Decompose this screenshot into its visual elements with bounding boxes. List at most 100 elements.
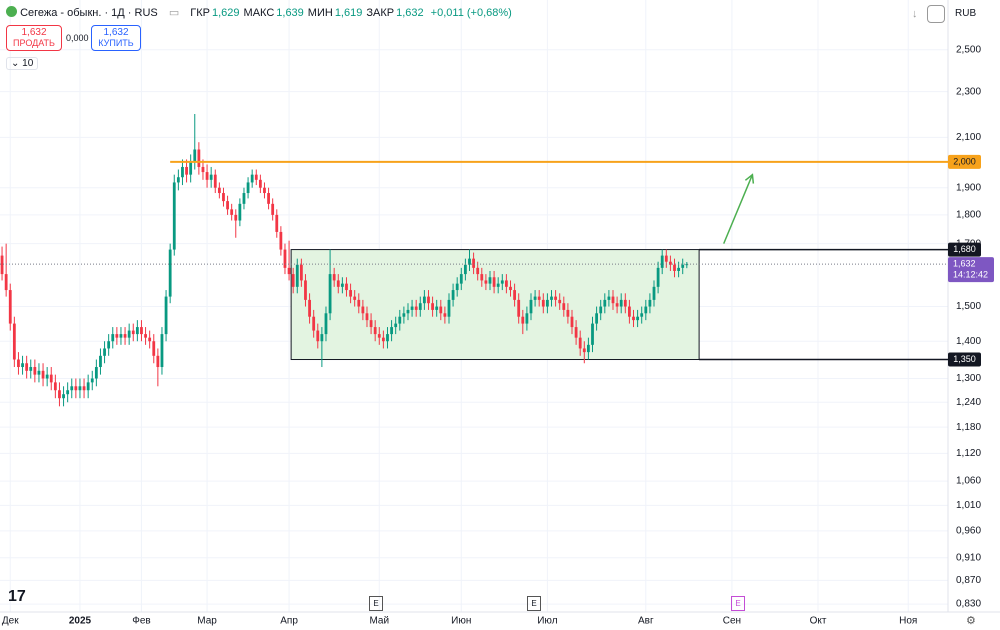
event-marker[interactable]: E [731,596,745,611]
candle-body [615,303,619,307]
candle-body [299,264,303,281]
candle-body [226,201,229,210]
y-tick-label: 2,300 [956,86,981,97]
candle-body [111,334,115,342]
x-tick-label: Сен [723,616,741,627]
candle-body [156,355,160,368]
candle-body [353,296,357,300]
candle-body [439,306,443,314]
candle-body [558,299,562,304]
buy-price: 1,632 [103,27,129,38]
candle-body [37,370,41,375]
settings-icon[interactable]: ⚙ [966,615,976,627]
candle-body [361,306,365,314]
candle-body [58,390,61,399]
candle-body [316,330,320,342]
candle-body [582,348,586,353]
candle-body [90,378,94,383]
y-tick-label: 2,500 [956,44,981,55]
candle-body [381,337,385,342]
candle-body [41,370,45,379]
currency[interactable]: RUB [955,8,977,19]
tv-logo[interactable]: 17 [8,588,26,605]
level-label: 2,000 [953,156,976,166]
candle-body [17,359,20,368]
candle-body [554,296,557,300]
y-tick-label: 1,400 [956,336,981,347]
candle-body [78,386,82,391]
candle-body [176,177,180,183]
candle-body [250,174,254,183]
candle-body [570,316,574,328]
candle-body [140,327,143,335]
x-tick-label: Окт [810,616,827,627]
y-tick-label: 1,800 [956,210,981,221]
candle-body [267,193,270,204]
event-marker[interactable]: E [527,596,541,611]
candle-body [463,264,467,275]
indicators-toggle[interactable]: ⌄ 10 [6,57,39,70]
buy-button[interactable]: 1,632 КУПИТЬ [91,25,141,51]
candle-body [295,264,299,287]
candle-body [279,231,283,250]
candle-body [480,274,484,281]
screenshot-button[interactable] [927,5,945,23]
candle-body [517,299,521,317]
candle-body [193,149,197,162]
candle-body [205,172,209,180]
sell-button[interactable]: 1,632 ПРОДАТЬ [6,25,62,51]
candle-body [45,374,49,379]
x-tick-label: Апр [280,616,298,627]
candle-body [677,267,681,271]
y-tick-label: 0,870 [956,575,981,586]
candle-body [213,174,217,188]
candle-body [287,267,291,275]
candle-body [373,327,377,335]
ohlc-value: 1,639 [276,7,304,19]
candle-body [468,258,471,265]
candle-body [496,283,500,287]
y-tick-label: 1,240 [956,397,981,408]
candle-body [656,267,660,287]
candle-body [127,330,131,338]
level-label-bg [948,352,981,367]
last-price-label: 1,632 [953,259,976,269]
candle-body [418,303,422,310]
candle-body [455,283,459,291]
symbol[interactable]: Сегежа - обыкн. · 1Д · RUS [20,7,158,19]
y-tick-label: 0,910 [956,552,981,563]
candle-body [70,386,74,391]
level-label-bg [948,242,981,257]
candle-body [148,337,152,342]
candle-body [271,203,275,215]
candle-body [234,214,238,221]
arrow [723,174,754,244]
candle-body [550,296,553,300]
candle-body [652,286,656,300]
candle-body [25,363,29,371]
x-tick-label: Июн [451,616,471,627]
candle-body [537,296,541,300]
candle-body [619,299,623,307]
ohlc-value: 1,632 [396,7,424,19]
x-tick-label: Июл [537,616,557,627]
indicators-count: 10 [22,58,34,69]
ohlc-label: МИН [307,7,333,19]
eye-icon[interactable]: ▭ [168,7,180,19]
candle-body [189,161,193,175]
candle-body [472,258,475,268]
candle-body [144,334,147,338]
ohlc-label: ЗАКР [366,7,395,19]
event-marker[interactable]: E [369,596,383,611]
y-tick-label: 1,180 [956,422,981,433]
candle-body [648,299,652,307]
candle-body [525,313,529,324]
candle-body [476,267,480,275]
last-price-bg [948,257,994,283]
last-price-time: 14:12:42 [953,270,988,280]
arrow-down-icon[interactable]: ↓ [912,8,918,20]
candle-body [402,313,406,317]
symbol-bar: Сегежа - обыкн. · 1Д · RUS ▭ ГКР 1,629 МАК… [6,6,512,19]
x-tick-label: 2025 [69,616,92,627]
